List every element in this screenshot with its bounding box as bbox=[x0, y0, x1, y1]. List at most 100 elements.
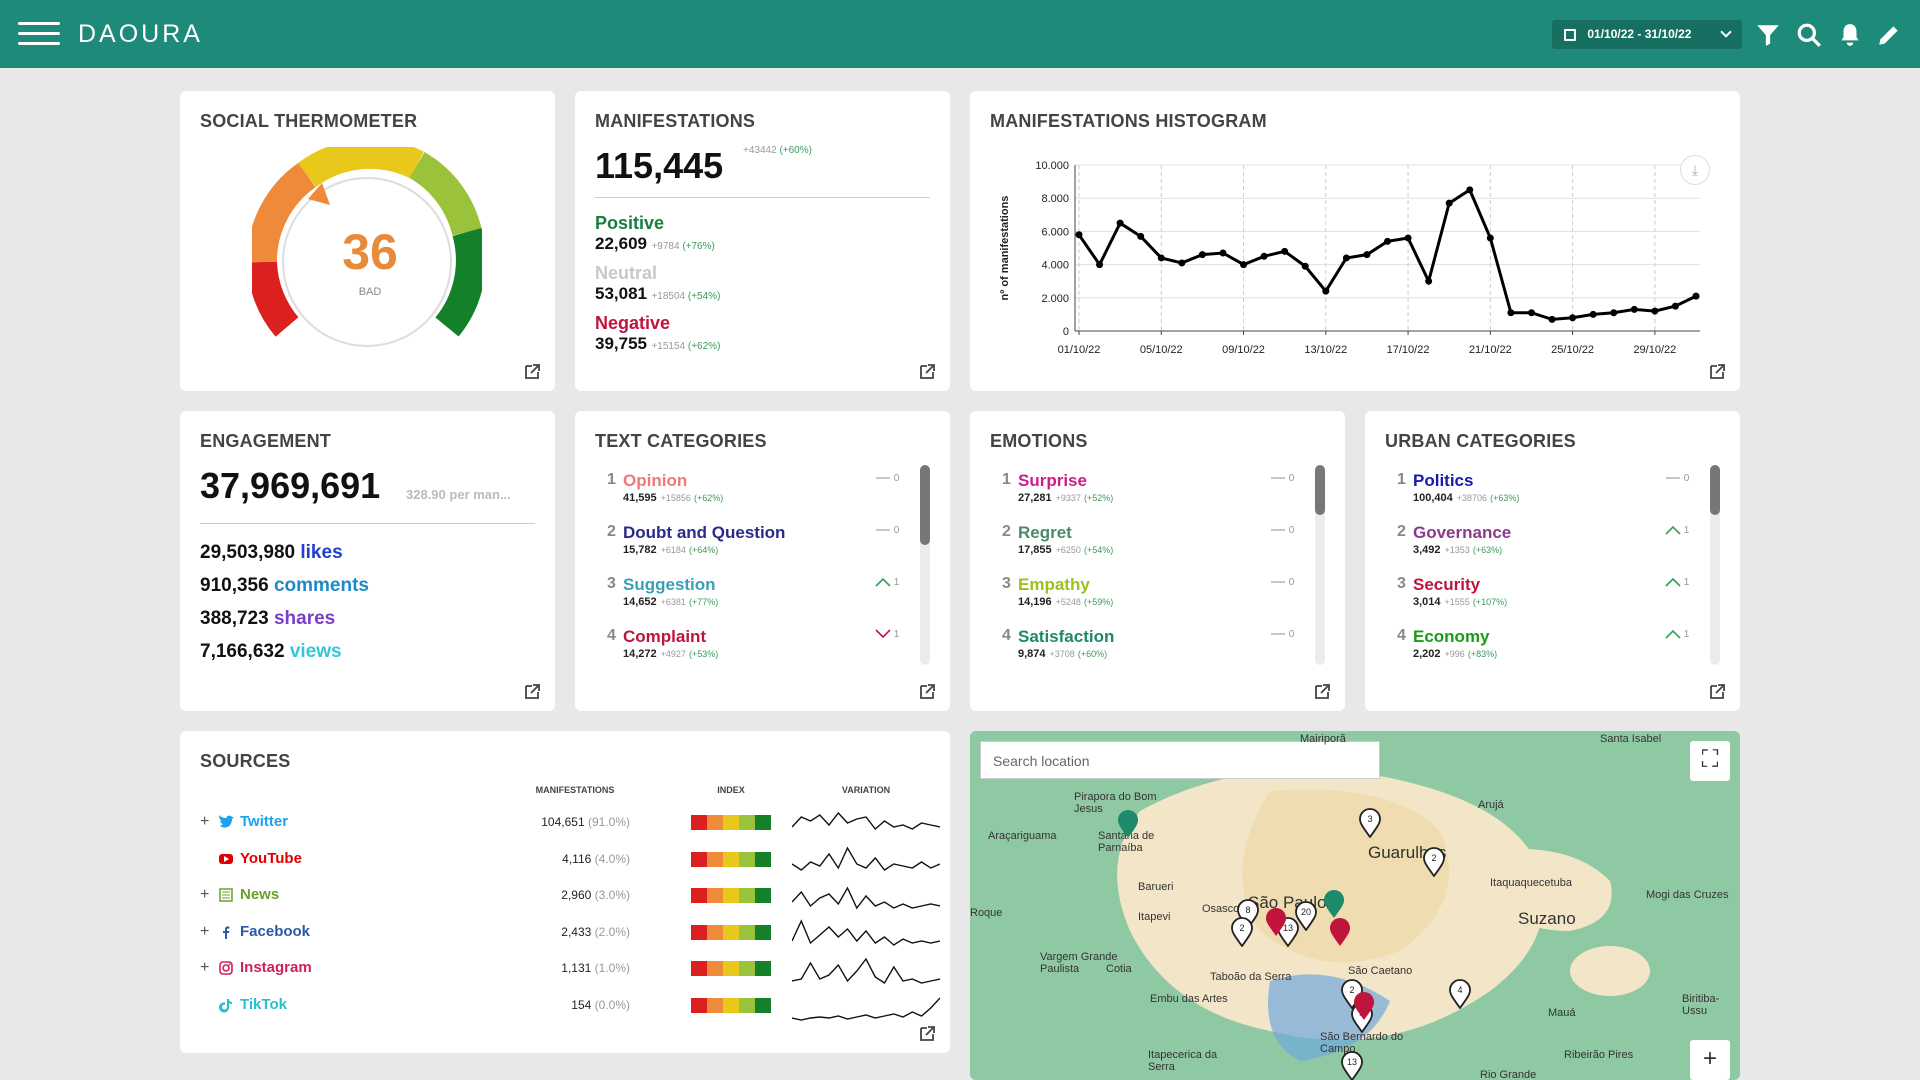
data-point[interactable] bbox=[1198, 251, 1206, 259]
source-row[interactable]: + Instagram 1,131 (1.0%) bbox=[200, 951, 940, 987]
category-row[interactable]: 3 Security 3,014 +1555 (+107%) 1 bbox=[1385, 575, 1715, 627]
open-external-icon[interactable] bbox=[1708, 363, 1726, 381]
data-point[interactable] bbox=[1219, 249, 1227, 257]
category-name[interactable]: Suggestion bbox=[623, 575, 716, 594]
date-range-picker[interactable]: 01/10/22 - 31/10/22 bbox=[1552, 20, 1742, 49]
map-cluster-pin[interactable]: 2 bbox=[1422, 847, 1446, 877]
edit-icon[interactable] bbox=[1876, 22, 1902, 48]
search-icon[interactable] bbox=[1796, 22, 1822, 48]
data-point[interactable] bbox=[1445, 199, 1453, 207]
category-row[interactable]: 2 Doubt and Question 15,782 +6184 (+64%) 0 bbox=[595, 523, 925, 575]
category-row[interactable]: 4 Complaint 14,272 +4927 (+53%) 1 bbox=[595, 627, 925, 679]
data-point[interactable] bbox=[1507, 309, 1515, 317]
data-point[interactable] bbox=[1301, 262, 1309, 270]
map-marker-pin[interactable] bbox=[1116, 809, 1140, 839]
download-icon[interactable]: ⤓ bbox=[1680, 155, 1710, 185]
data-point[interactable] bbox=[1548, 315, 1556, 323]
map-marker-pin[interactable] bbox=[1322, 889, 1346, 919]
open-external-icon[interactable] bbox=[918, 1025, 936, 1043]
fullscreen-icon[interactable]: ⛶ bbox=[1690, 741, 1730, 781]
open-external-icon[interactable] bbox=[1313, 683, 1331, 701]
bell-icon[interactable] bbox=[1837, 22, 1863, 48]
data-point[interactable] bbox=[1466, 186, 1474, 194]
category-name[interactable]: Politics bbox=[1413, 471, 1474, 490]
scrollbar[interactable] bbox=[920, 465, 930, 665]
map-marker-pin[interactable] bbox=[1264, 907, 1288, 937]
category-name[interactable]: Empathy bbox=[1018, 575, 1090, 594]
zoom-in-button[interactable]: + bbox=[1690, 1040, 1730, 1080]
open-external-icon[interactable] bbox=[918, 363, 936, 381]
category-name[interactable]: Doubt and Question bbox=[623, 523, 786, 542]
data-point[interactable] bbox=[1342, 254, 1350, 262]
map-panel[interactable]: Search location ⛶ + Pirapora do Bom Jesu… bbox=[970, 731, 1740, 1080]
category-row[interactable]: 4 Satisfaction 9,874 +3708 (+60%) 0 bbox=[990, 627, 1320, 679]
map-marker-pin[interactable] bbox=[1328, 917, 1352, 947]
open-external-icon[interactable] bbox=[1708, 683, 1726, 701]
data-point[interactable] bbox=[1116, 219, 1124, 227]
category-name[interactable]: Surprise bbox=[1018, 471, 1087, 490]
data-point[interactable] bbox=[1281, 247, 1289, 255]
source-row[interactable]: + Facebook 2,433 (2.0%) bbox=[200, 915, 940, 951]
data-point[interactable] bbox=[1363, 251, 1371, 259]
filter-icon[interactable] bbox=[1755, 22, 1781, 48]
source-row[interactable]: YouTube 4,116 (4.0%) bbox=[200, 842, 940, 878]
source-name[interactable]: Twitter bbox=[240, 813, 289, 830]
source-name[interactable]: TikTok bbox=[240, 995, 287, 1013]
category-row[interactable]: 2 Governance 3,492 +1353 (+63%) 1 bbox=[1385, 523, 1715, 575]
category-name[interactable]: Regret bbox=[1018, 523, 1072, 542]
data-point[interactable] bbox=[1486, 234, 1494, 242]
data-point[interactable] bbox=[1322, 287, 1330, 295]
data-point[interactable] bbox=[1527, 309, 1535, 317]
data-point[interactable] bbox=[1096, 261, 1104, 269]
data-point[interactable] bbox=[1384, 237, 1391, 245]
category-row[interactable]: 3 Suggestion 14,652 +6381 (+77%) 1 bbox=[595, 575, 925, 627]
expand-icon[interactable]: + bbox=[200, 959, 210, 976]
source-row[interactable]: TikTok 154 (0.0%) bbox=[200, 988, 940, 1024]
map-cluster-pin[interactable]: 3 bbox=[1358, 808, 1382, 838]
category-name[interactable]: Satisfaction bbox=[1018, 627, 1115, 646]
expand-icon[interactable]: + bbox=[200, 813, 210, 830]
map-search-input[interactable]: Search location bbox=[980, 741, 1380, 779]
data-point[interactable] bbox=[1157, 254, 1165, 262]
map-cluster-pin[interactable]: 4 bbox=[1448, 979, 1472, 1009]
open-external-icon[interactable] bbox=[918, 683, 936, 701]
data-point[interactable] bbox=[1610, 309, 1618, 317]
scrollbar[interactable] bbox=[1710, 465, 1720, 665]
data-point[interactable] bbox=[1404, 234, 1412, 242]
data-point[interactable] bbox=[1569, 314, 1577, 322]
category-row[interactable]: 1 Opinion 41,595 +15856 (+62%) 0 bbox=[595, 471, 925, 523]
source-name[interactable]: News bbox=[240, 886, 280, 903]
data-point[interactable] bbox=[1651, 307, 1659, 315]
source-name[interactable]: YouTube bbox=[240, 849, 302, 867]
category-name[interactable]: Security bbox=[1413, 575, 1481, 594]
data-point[interactable] bbox=[1178, 259, 1186, 267]
map-cluster-pin[interactable]: 20 bbox=[1294, 901, 1318, 931]
data-point[interactable] bbox=[1075, 231, 1083, 239]
category-row[interactable]: 1 Politics 100,404 +38706 (+63%) 0 bbox=[1385, 471, 1715, 523]
category-name[interactable]: Opinion bbox=[623, 471, 688, 490]
map-cluster-pin[interactable]: 2 bbox=[1230, 917, 1254, 947]
data-point[interactable] bbox=[1137, 232, 1145, 240]
source-name[interactable]: Facebook bbox=[240, 922, 311, 940]
data-point[interactable] bbox=[1589, 310, 1597, 318]
map-cluster-pin[interactable]: 13 bbox=[1340, 1051, 1364, 1080]
data-point[interactable] bbox=[1692, 292, 1700, 300]
data-point[interactable] bbox=[1425, 277, 1433, 285]
scrollbar[interactable] bbox=[1315, 465, 1325, 665]
category-row[interactable]: 1 Surprise 27,281 +9337 (+52%) 0 bbox=[990, 471, 1320, 523]
map-marker-pin[interactable] bbox=[1352, 991, 1376, 1021]
open-external-icon[interactable] bbox=[523, 363, 541, 381]
open-external-icon[interactable] bbox=[523, 683, 541, 701]
source-name[interactable]: Instagram bbox=[240, 959, 312, 976]
data-point[interactable] bbox=[1630, 305, 1638, 313]
expand-icon[interactable]: + bbox=[200, 886, 210, 903]
data-point[interactable] bbox=[1671, 302, 1679, 310]
source-row[interactable]: + Twitter 104,651 (91.0%) bbox=[200, 805, 940, 841]
expand-icon[interactable]: + bbox=[200, 922, 210, 940]
category-name[interactable]: Complaint bbox=[623, 627, 707, 646]
data-point[interactable] bbox=[1260, 252, 1268, 260]
category-row[interactable]: 3 Empathy 14,196 +5248 (+59%) 0 bbox=[990, 575, 1320, 627]
category-row[interactable]: 2 Regret 17,855 +6250 (+54%) 0 bbox=[990, 523, 1320, 575]
source-row[interactable]: + News 2,960 (3.0%) bbox=[200, 878, 940, 914]
category-name[interactable]: Governance bbox=[1413, 523, 1512, 542]
